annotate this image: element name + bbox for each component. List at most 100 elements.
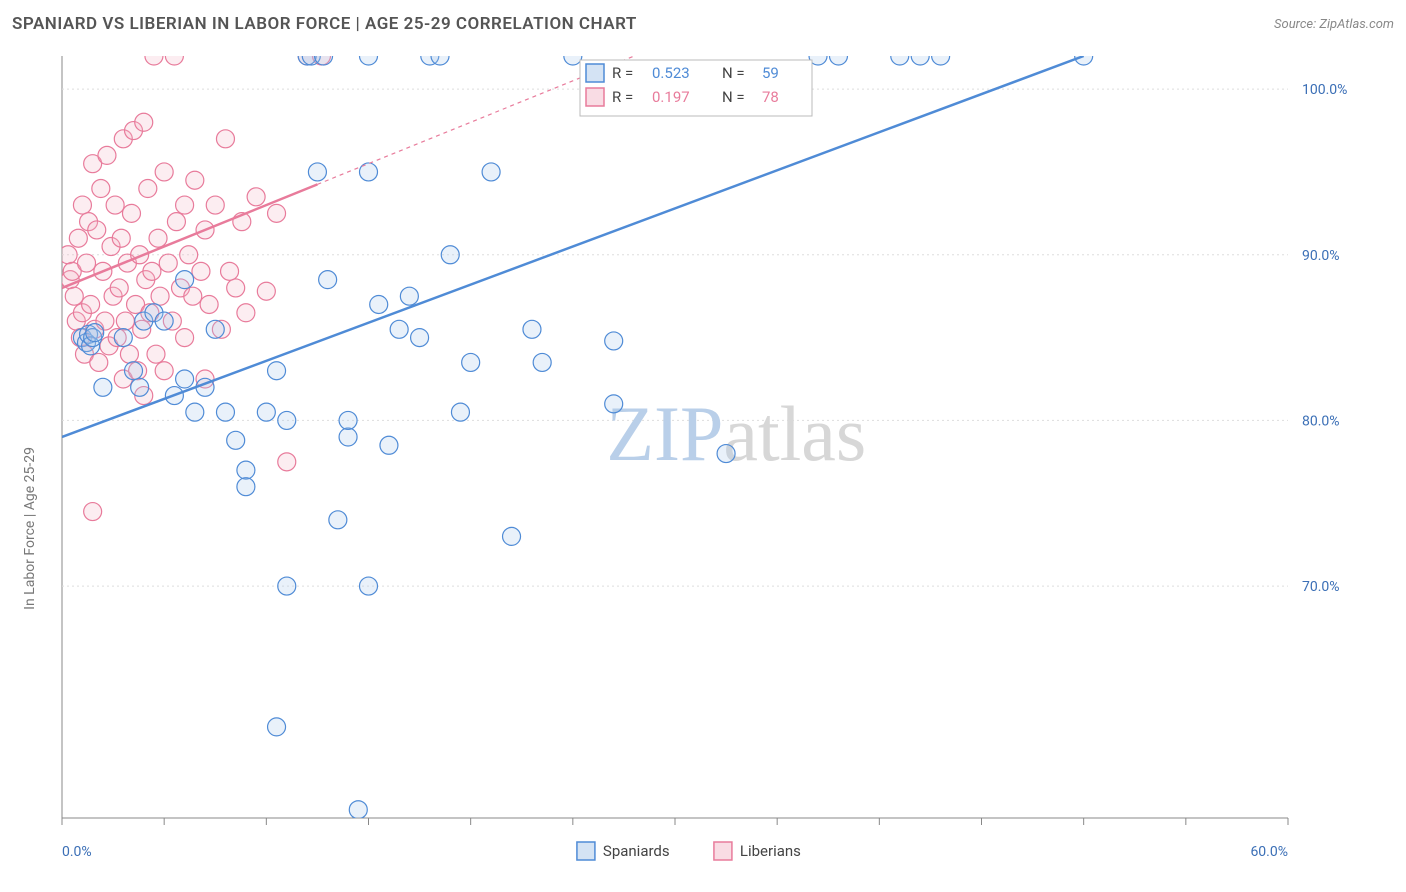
data-point [165,48,183,65]
data-point [605,395,623,413]
data-point [149,229,167,247]
data-point [829,48,847,65]
data-point [206,320,224,338]
data-point [257,403,275,421]
legend-r-label: R = [612,88,633,106]
watermark: ZIPatlas [606,390,866,477]
data-point [278,411,296,429]
y-tick-label: 100.0% [1302,82,1347,98]
data-point [139,180,157,198]
plot-area: 70.0%80.0%90.0%100.0%0.0%60.0%In Labor F… [14,48,1392,878]
data-point [237,304,255,322]
data-point [308,163,326,181]
data-point [237,461,255,479]
data-point [319,271,337,289]
data-point [145,48,163,65]
data-point [206,196,224,214]
legend-r-label: R = [612,64,633,82]
legend-n-value: 78 [762,88,779,106]
data-point [370,295,388,313]
data-point [339,411,357,429]
x-tick-label: 60.0% [1250,844,1288,860]
data-point [533,353,551,371]
data-point [932,48,950,65]
data-point [390,320,408,338]
data-point [192,262,210,280]
y-axis-label: In Labor Force | Age 25-29 [22,447,38,610]
data-point [155,312,173,330]
data-point [73,196,91,214]
data-point [176,196,194,214]
data-point [339,428,357,446]
legend-swatch [586,64,604,82]
data-point [125,362,143,380]
data-point [88,221,106,239]
legend-n-label: N = [722,64,745,82]
legend-series-label: Liberians [740,842,801,860]
legend-r-value: 0.523 [652,64,690,82]
data-point [380,436,398,454]
data-point [278,453,296,471]
data-point [151,287,169,305]
data-point [155,362,173,380]
data-point [106,196,124,214]
data-point [891,48,909,65]
y-tick-label: 80.0% [1302,413,1340,429]
data-point [131,378,149,396]
legend-swatch [577,842,595,860]
data-point [247,188,265,206]
data-point [462,353,480,371]
data-point [717,445,735,463]
data-point [90,353,108,371]
data-point [400,287,418,305]
data-point [112,229,130,247]
data-point [911,48,929,65]
series-spaniards [73,48,1092,819]
data-point [227,279,245,297]
data-point [98,146,116,164]
chart-header: SPANIARD VS LIBERIAN IN LABOR FORCE | AG… [0,0,1406,48]
data-point [441,246,459,264]
data-point [564,48,582,65]
data-point [360,48,378,65]
data-point [227,431,245,449]
chart-title: SPANIARD VS LIBERIAN IN LABOR FORCE | AG… [12,14,637,34]
y-tick-label: 70.0% [1302,579,1340,595]
data-point [86,324,104,342]
data-point [65,287,83,305]
data-point [180,246,198,264]
data-point [159,254,177,272]
x-tick-label: 0.0% [62,844,92,860]
data-point [221,262,239,280]
data-point [257,282,275,300]
data-point [184,287,202,305]
data-point [82,295,100,313]
data-point [69,229,87,247]
data-point [94,378,112,396]
data-point [349,801,367,819]
trendline-spaniards [62,56,1084,437]
legend-swatch [586,88,604,106]
data-point [329,511,347,529]
data-point [200,295,218,313]
data-point [268,362,286,380]
data-point [186,403,204,421]
data-point [268,718,286,736]
data-point [176,329,194,347]
data-point [605,332,623,350]
data-point [411,329,429,347]
data-point [315,48,333,65]
data-point [503,527,521,545]
data-point [431,48,449,65]
data-point [135,113,153,131]
legend-n-value: 59 [762,64,779,82]
data-point [176,271,194,289]
data-point [92,180,110,198]
data-point [523,320,541,338]
data-point [120,345,138,363]
data-point [167,213,185,231]
data-point [84,503,102,521]
data-point [216,403,234,421]
data-point [110,279,128,297]
legend-n-label: N = [722,88,745,106]
